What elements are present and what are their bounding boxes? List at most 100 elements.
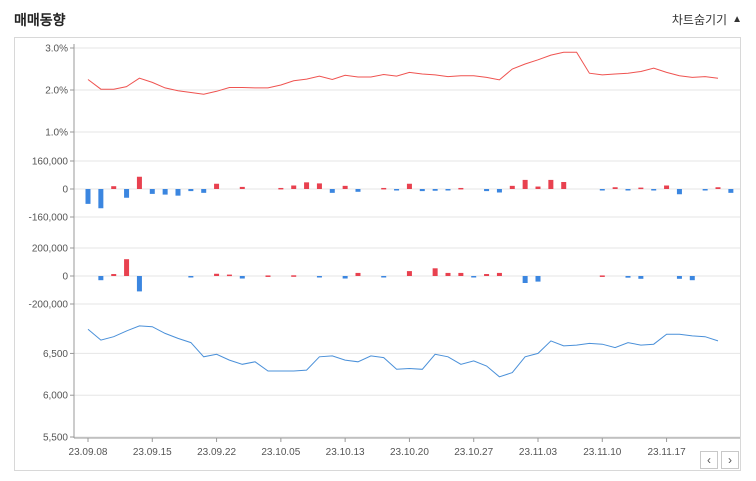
bar-negative	[471, 276, 477, 278]
bar-positive	[548, 179, 554, 189]
bar-positive	[522, 179, 528, 189]
bar-positive	[509, 185, 515, 189]
bar-negative	[432, 189, 438, 191]
bar-positive	[432, 268, 438, 276]
y-tick-label: -160,000	[29, 213, 69, 224]
chevron-left-icon: ‹	[707, 453, 711, 467]
bar-positive	[214, 273, 220, 276]
grid-lines	[74, 47, 740, 438]
bar-positive	[535, 186, 541, 189]
chevron-right-icon: ›	[728, 453, 732, 467]
triangle-up-icon: ▲	[732, 14, 742, 25]
x-tick-label: 23.10.05	[261, 447, 300, 458]
chart-marks	[85, 51, 734, 378]
x-tick-label: 23.11.03	[519, 447, 558, 458]
bar-positive	[599, 275, 605, 277]
bar-positive	[136, 176, 142, 189]
x-tick-label: 23.09.08	[69, 447, 108, 458]
bar-negative	[124, 189, 130, 198]
bar-negative	[98, 189, 104, 209]
x-tick-label: 23.09.15	[133, 447, 172, 458]
bar-negative	[175, 189, 181, 196]
bar-negative	[85, 189, 91, 204]
bar-negative	[162, 189, 168, 195]
axes	[70, 44, 740, 442]
bar-positive	[226, 274, 232, 277]
y-tick-label: 200,000	[32, 244, 69, 255]
bar-positive	[265, 275, 271, 277]
bar-negative	[638, 276, 644, 279]
tick-labels: 3.0% 2.0% 1.0% 160,000 0 -160,000 200,000 0 -200…	[29, 44, 687, 459]
y-tick-label: 0	[62, 272, 68, 283]
rate-line	[87, 51, 719, 95]
bar-positive	[291, 275, 297, 277]
bar-negative	[535, 276, 541, 282]
bar-negative	[149, 189, 155, 194]
bar-positive	[239, 186, 245, 189]
bar-positive	[406, 271, 412, 276]
bar-negative	[419, 189, 425, 192]
bar-positive	[291, 185, 297, 189]
bar-positive	[111, 186, 117, 189]
x-tick-label: 23.11.17	[647, 447, 686, 458]
bar-positive	[111, 274, 117, 276]
y-tick-label: 6,500	[43, 349, 68, 360]
bar-positive	[484, 274, 490, 276]
bar-negative	[625, 189, 631, 191]
bar-positive	[445, 272, 451, 276]
bar-negative	[188, 189, 194, 192]
bar-negative	[381, 276, 387, 278]
y-tick-label: 6,000	[43, 391, 68, 402]
x-tick-label: 23.10.20	[390, 447, 429, 458]
page-title: 매매동향	[14, 12, 66, 28]
y-tick-label: 3.0%	[45, 44, 68, 55]
x-tick-label: 23.11.10	[583, 447, 622, 458]
hide-chart-label: 차트숨기기	[671, 13, 728, 27]
bar-negative	[689, 276, 695, 281]
bar-negative	[484, 189, 490, 192]
price-line	[87, 325, 719, 378]
bar-positive	[496, 272, 502, 276]
bar-negative	[625, 276, 631, 278]
bar-positive	[124, 259, 130, 276]
bar-negative	[651, 189, 657, 191]
bar-positive	[406, 183, 412, 189]
bar-negative	[355, 189, 361, 192]
bar-positive	[381, 187, 387, 190]
bar-negative	[329, 189, 335, 193]
bar-negative	[702, 189, 708, 191]
bar-positive	[715, 187, 721, 189]
bar-negative	[188, 276, 194, 278]
bar-negative	[239, 276, 245, 279]
chart-panel	[14, 37, 741, 471]
bar-positive	[612, 187, 618, 189]
y-tick-label: 1.0%	[45, 128, 68, 139]
next-button[interactable]: ›	[721, 451, 739, 469]
x-tick-label: 23.10.13	[326, 447, 365, 458]
hide-chart-toggle[interactable]: 차트숨기기 ▲	[672, 11, 742, 28]
bar-positive	[355, 272, 361, 276]
bar-positive	[561, 182, 567, 189]
bar-negative	[445, 189, 451, 191]
x-tick-label: 23.09.22	[197, 447, 236, 458]
bar-positive	[458, 272, 464, 276]
chart-header: 매매동향 차트숨기기 ▲	[14, 8, 742, 30]
bar-negative	[676, 276, 682, 279]
y-tick-label: 0	[62, 185, 68, 196]
bar-positive	[214, 183, 220, 189]
bar-negative	[98, 276, 104, 281]
bar-negative	[522, 276, 528, 283]
bar-positive	[458, 187, 464, 190]
bar-negative	[728, 189, 734, 193]
bar-negative	[316, 276, 322, 278]
x-tick-label: 23.10.27	[454, 447, 493, 458]
y-tick-label: 2.0%	[45, 86, 68, 97]
prev-button[interactable]: ‹	[700, 451, 718, 469]
bar-negative	[394, 189, 400, 191]
bar-negative	[496, 189, 502, 193]
bar-positive	[638, 187, 644, 190]
bar-positive	[278, 187, 284, 190]
bar-negative	[136, 276, 142, 292]
bar-negative	[676, 189, 682, 195]
